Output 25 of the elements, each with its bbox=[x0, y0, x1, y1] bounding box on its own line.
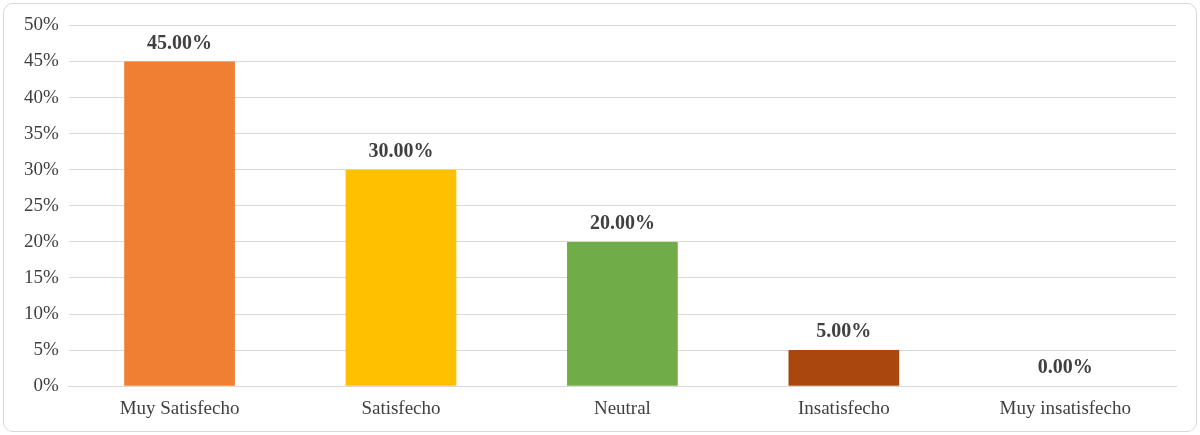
y-tick-label: 20% bbox=[24, 229, 59, 251]
y-tick-label: 40% bbox=[24, 85, 59, 107]
x-tick-label: Neutral bbox=[593, 396, 651, 418]
data-label: 20.00% bbox=[589, 211, 655, 234]
x-tick-label: Muy Satisfecho bbox=[119, 396, 240, 418]
bar bbox=[567, 241, 678, 386]
x-tick-label: Satisfecho bbox=[361, 396, 441, 418]
x-tick-label: Muy insatisfecho bbox=[999, 396, 1131, 418]
y-tick-label: 30% bbox=[24, 157, 59, 179]
y-tick-label: 5% bbox=[33, 338, 59, 360]
x-tick-label: Insatisfecho bbox=[797, 396, 890, 418]
y-tick-label: 45% bbox=[24, 49, 59, 71]
y-tick-label: 35% bbox=[24, 121, 59, 143]
y-tick-label: 0% bbox=[33, 374, 59, 396]
y-tick-label: 10% bbox=[24, 302, 59, 324]
bar bbox=[345, 169, 457, 386]
data-label: 5.00% bbox=[816, 319, 872, 342]
y-tick-label: 15% bbox=[24, 265, 59, 287]
bar bbox=[124, 61, 235, 386]
y-tick-label: 25% bbox=[24, 193, 59, 215]
data-label: 0.00% bbox=[1037, 355, 1093, 378]
y-tick-label: 50% bbox=[24, 13, 59, 35]
data-label: 45.00% bbox=[147, 30, 213, 53]
data-label: 30.00% bbox=[368, 138, 434, 161]
bar bbox=[788, 350, 900, 386]
